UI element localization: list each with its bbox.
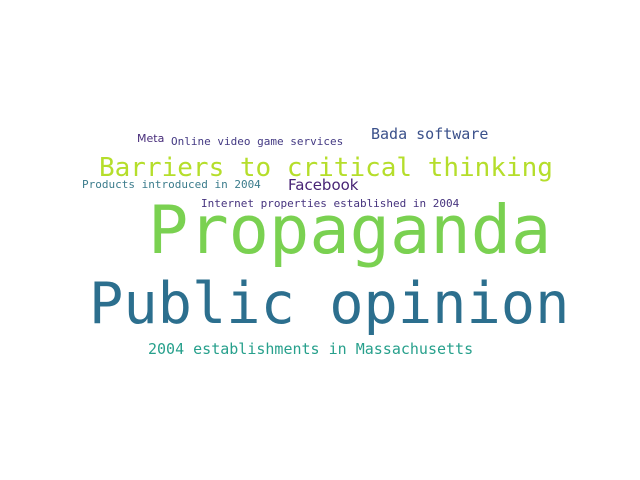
word-2004-establishments-in-massachusetts: 2004 establishments in Massachusetts <box>148 340 474 358</box>
word-online-video-game-services: Online video game services <box>171 135 344 148</box>
word-bada-software: Bada software <box>371 125 489 143</box>
word-meta: Meta <box>137 132 165 145</box>
word-internet-properties-established-in-2004: Internet properties established in 2004 <box>201 197 460 210</box>
word-products-introduced-in-2004: Products introduced in 2004 <box>82 178 261 191</box>
word-facebook: Facebook <box>288 176 359 194</box>
word-barriers-to-critical-thinking: Barriers to critical thinking <box>99 153 553 183</box>
word-public-opinion: Public opinion <box>89 271 570 337</box>
word-propaganda: Propaganda <box>148 191 552 269</box>
